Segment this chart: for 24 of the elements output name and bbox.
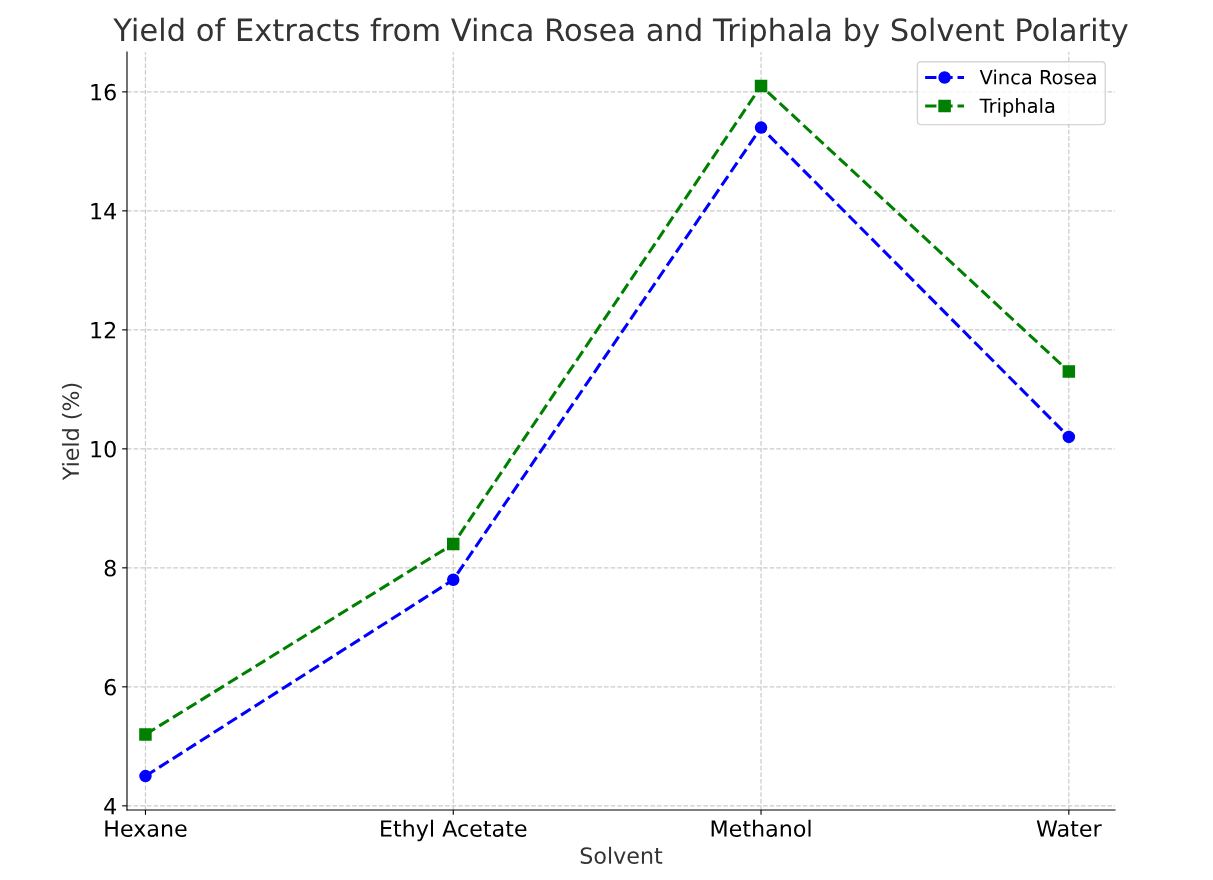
point [1062, 430, 1076, 444]
y-tick-label: 16 [91, 83, 116, 101]
chart-title: Yield of Extracts from Vinca Rosea and Triphala by Solvent Polarity [113, 17, 1128, 48]
x-tick-label: Hexane [105, 820, 187, 837]
y-tick-label: 10 [91, 440, 116, 458]
legend-label: Triphala [979, 98, 1055, 117]
y-tick-label: 14 [91, 203, 117, 220]
y-tick-label: 8 [104, 559, 116, 577]
point [754, 121, 768, 134]
y-tick-label: 12 [91, 321, 116, 339]
point [754, 79, 768, 93]
x-tick-label: Ethyl Acetate [381, 819, 527, 842]
x-axis-title: Solvent [580, 846, 663, 864]
y-axis-title: Yield (%) [61, 383, 82, 481]
point [1062, 365, 1076, 378]
x-tick-label: Water [1036, 820, 1102, 837]
point [447, 537, 460, 551]
y-tick-label: 6 [104, 678, 116, 696]
point [447, 573, 460, 586]
legend-label: Vinca Rosea [979, 69, 1096, 85]
point [139, 728, 152, 741]
y-tick-label: 4 [104, 798, 117, 815]
point [139, 769, 152, 783]
x-tick-label: Methanol [711, 819, 811, 837]
